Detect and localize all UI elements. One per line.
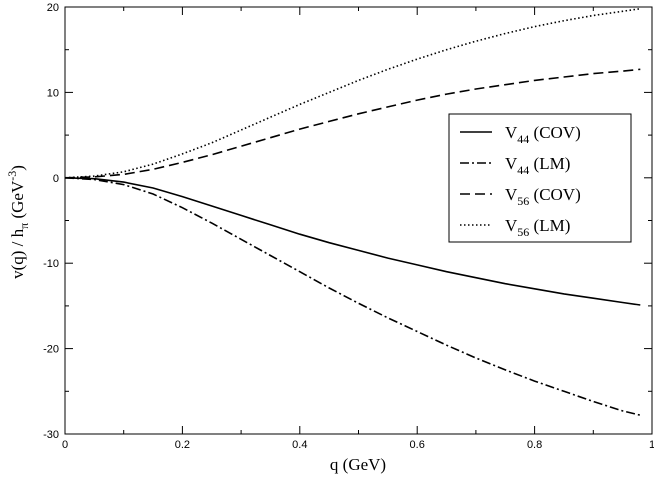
legend-label: V56 (COV) (505, 185, 581, 208)
y-tick-label: -30 (43, 429, 59, 441)
legend-items: V44 (COV) V44 (LM) V56 (COV) V56 (LM) (460, 123, 581, 239)
axis-tick-labels: 0 0.2 0.4 0.6 0.8 1 -30 -20 -10 0 10 20 (43, 2, 654, 451)
legend-label: V56 (LM) (505, 216, 570, 239)
series-line-44-solid (64, 177, 641, 306)
x-tick-label: 1 (649, 439, 654, 451)
x-tick-label: 0 (62, 439, 68, 451)
axis-ticks (64, 6, 653, 435)
y-tick-label: -10 (43, 258, 59, 270)
x-axis-label: q (GeV) (330, 455, 386, 474)
y-tick-label: 20 (47, 2, 59, 14)
legend: V44 (COV) V44 (LM) V56 (COV) V56 (LM) (448, 113, 632, 243)
x-tick-label: 0.4 (292, 439, 307, 451)
legend-label: V44 (LM) (505, 154, 570, 177)
legend-box (448, 113, 632, 243)
y-tick-label: 0 (53, 173, 59, 185)
x-tick-label: 0.2 (175, 439, 190, 451)
legend-label: V44 (COV) (505, 123, 581, 146)
series-lines (64, 7, 641, 416)
y-tick-label: 10 (47, 87, 59, 99)
y-axis-label: v(q) / hπ (GeV-3) (5, 165, 31, 279)
x-tick-label: 0.8 (527, 439, 542, 451)
series-line-56-dashed (64, 68, 641, 179)
x-tick-label: 0.6 (410, 439, 425, 451)
y-tick-label: -20 (43, 344, 59, 356)
